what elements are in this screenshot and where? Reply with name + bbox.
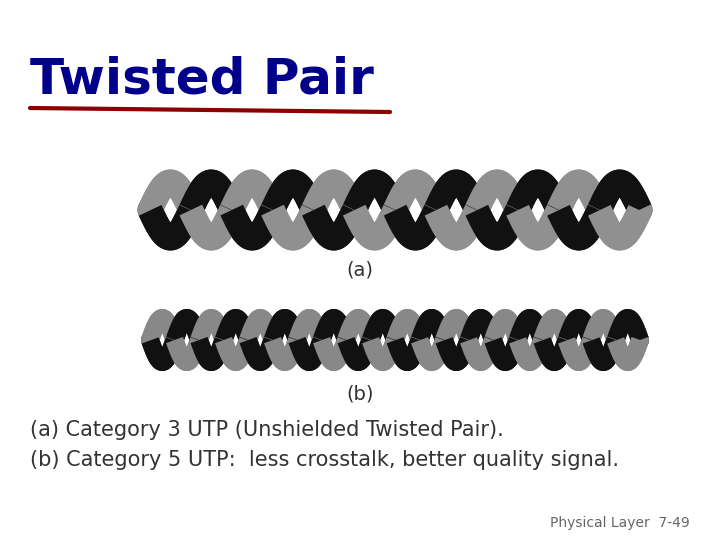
Text: (a) Category 3 UTP (Unshielded Twisted Pair).: (a) Category 3 UTP (Unshielded Twisted P… bbox=[30, 420, 504, 440]
Text: Twisted Pair: Twisted Pair bbox=[30, 55, 374, 103]
Text: (a): (a) bbox=[346, 260, 374, 279]
Text: Physical Layer  7-49: Physical Layer 7-49 bbox=[550, 516, 690, 530]
Text: (b) Category 5 UTP:  less crosstalk, better quality signal.: (b) Category 5 UTP: less crosstalk, bett… bbox=[30, 450, 619, 470]
Text: (b): (b) bbox=[346, 385, 374, 404]
